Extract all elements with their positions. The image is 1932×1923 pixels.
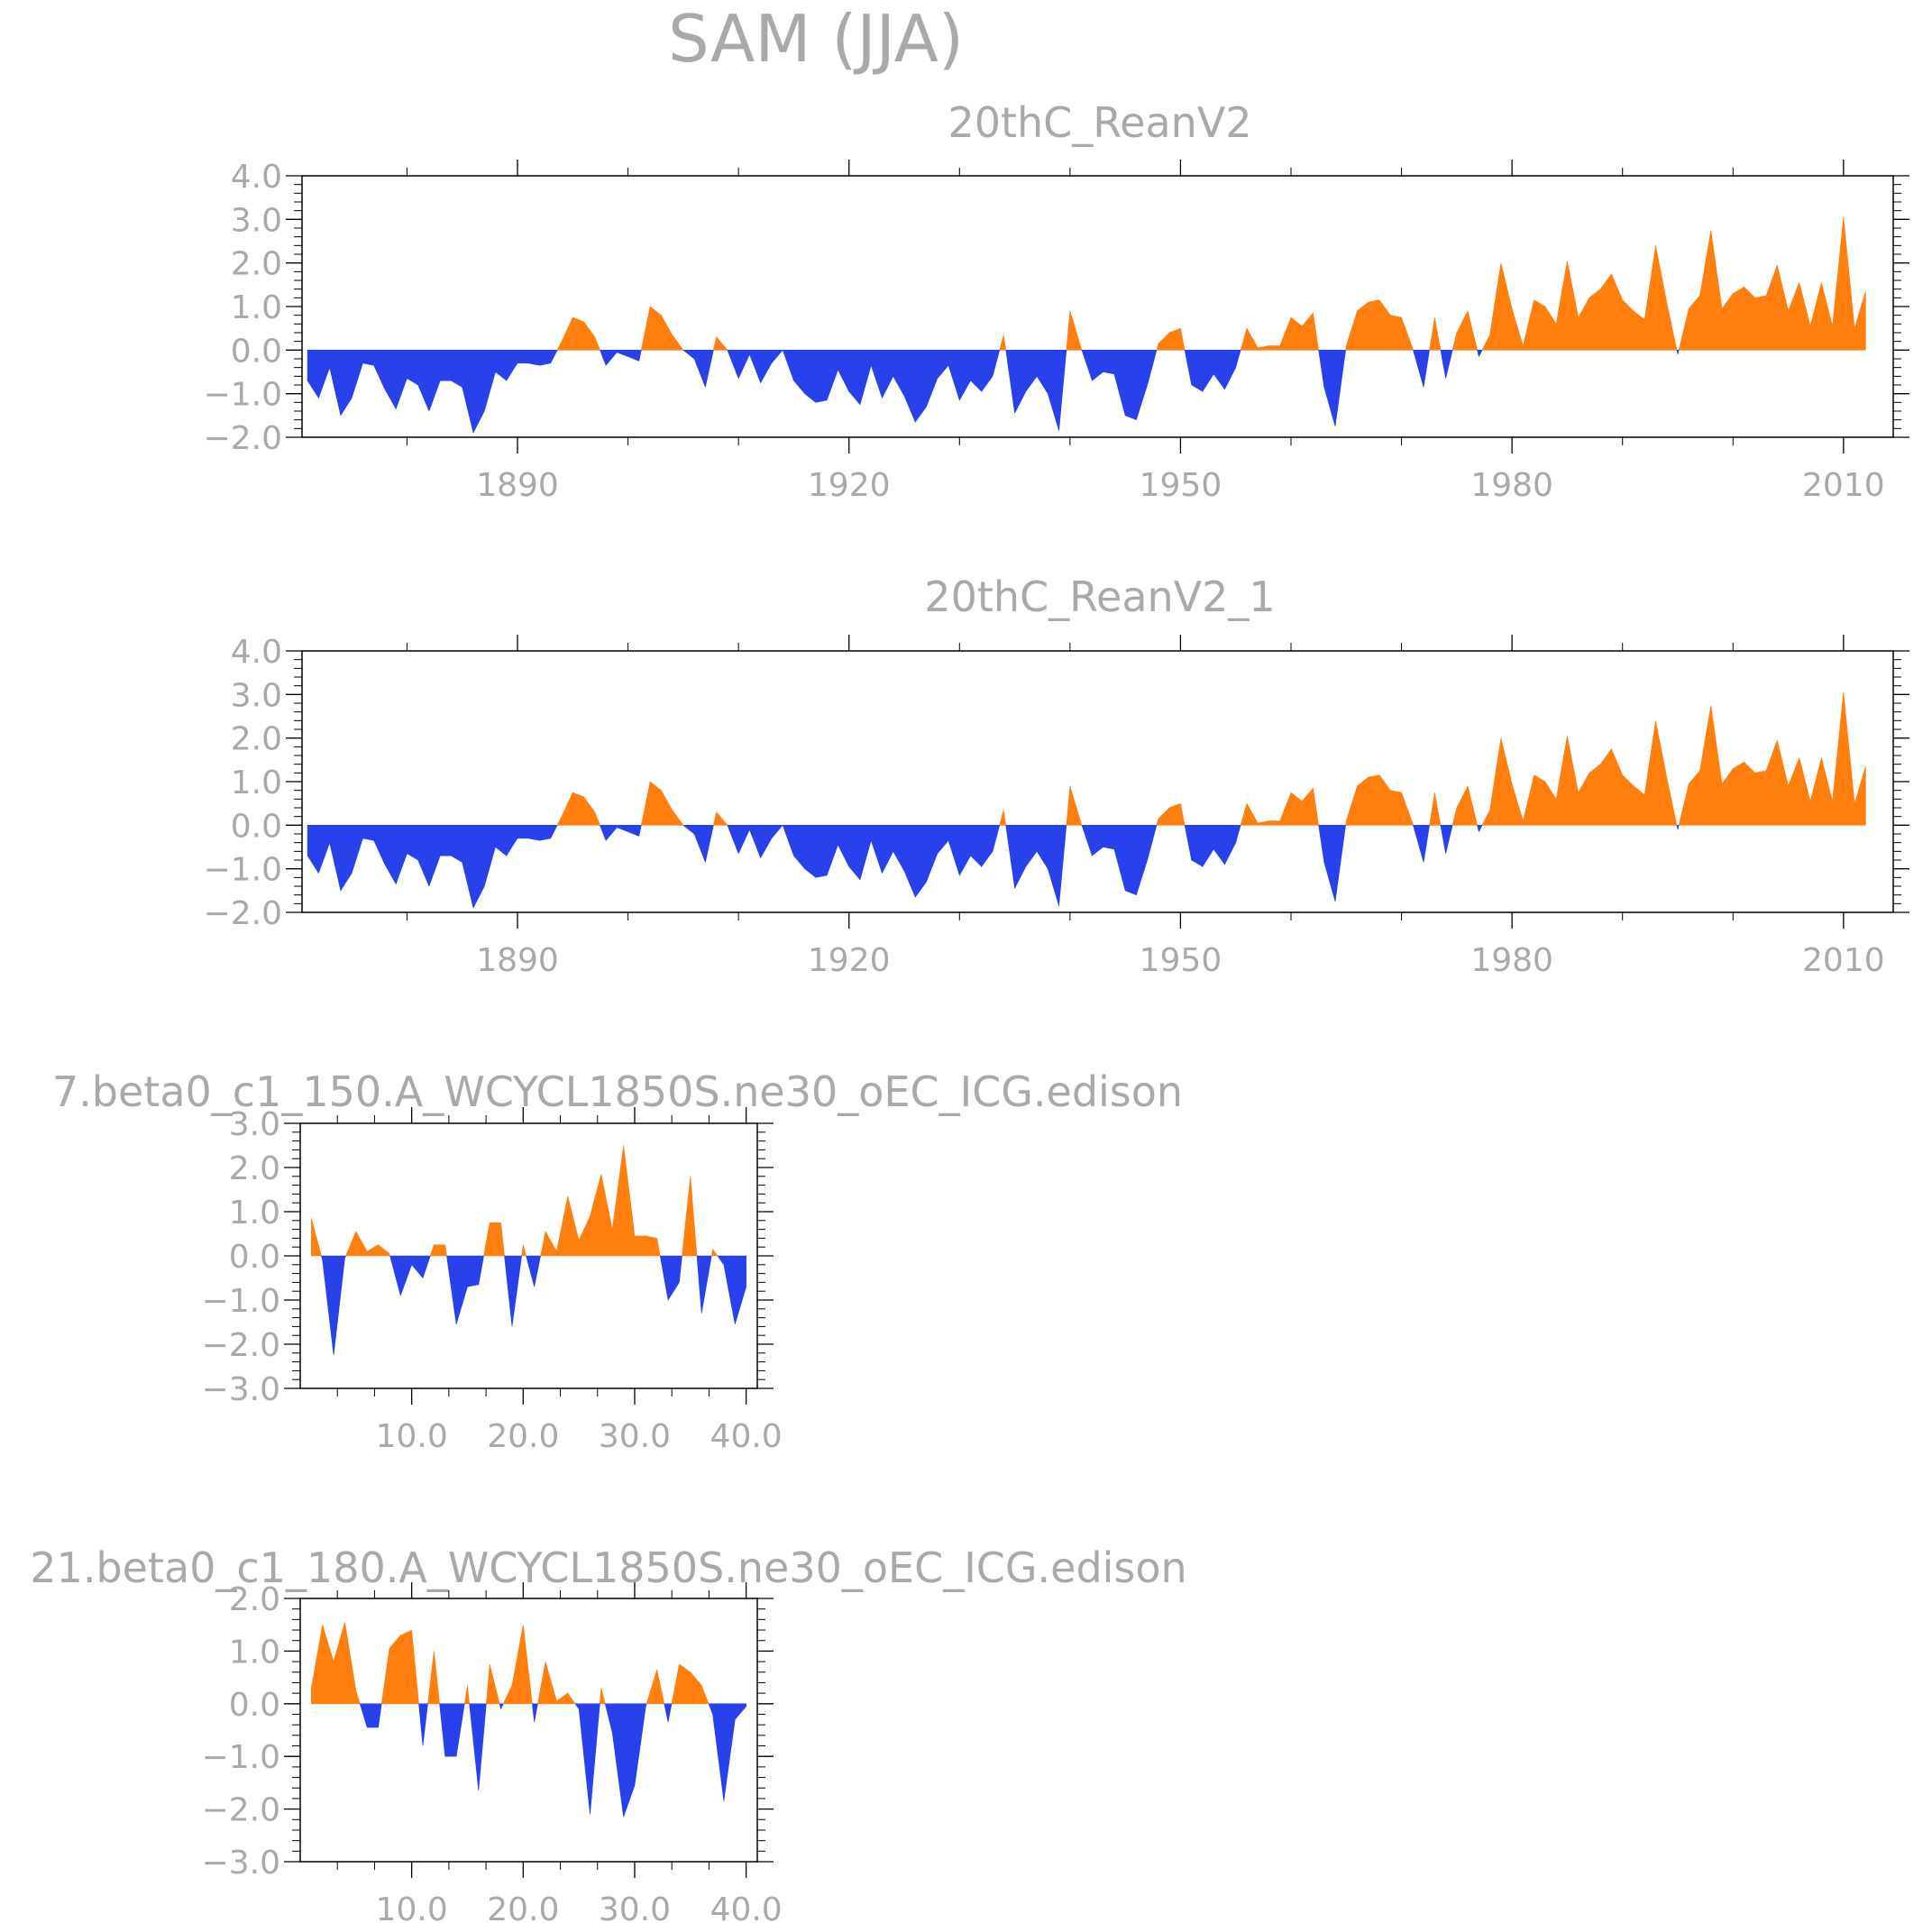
negative-area (307, 825, 1680, 909)
y-tick-label: −2.0 (202, 1327, 280, 1364)
x-tick-label: 1890 (476, 467, 559, 504)
positive-area (556, 691, 1866, 826)
x-tick-label: 1980 (1470, 942, 1553, 979)
y-tick-label: −1.0 (202, 1283, 280, 1320)
plot-frame (299, 1598, 758, 1863)
x-tick-label: 1920 (808, 942, 891, 979)
negative-area (321, 1255, 746, 1356)
y-tick-label: 4.0 (231, 634, 282, 671)
x-tick-label: 10.0 (376, 1418, 448, 1455)
y-tick-label: −1.0 (204, 852, 282, 889)
y-tick-label: 0.0 (231, 333, 282, 370)
x-tick-label: 1950 (1140, 467, 1222, 504)
y-tick-label: 2.0 (229, 1581, 280, 1618)
y-tick-label: −2.0 (204, 895, 282, 932)
y-tick-label: −1.0 (204, 377, 282, 414)
negative-area (359, 1703, 746, 1818)
panel-3: 7.beta0_c1_150.A_WCYCL1850S.ne30_oEC_ICG… (52, 1067, 1183, 1455)
panel-2-plot: −2.0 −1.0 0.0 1.0 2.0 3.0 4.0 1890 1920 1950 1980 2… (204, 634, 1909, 979)
x-tick-label: 30.0 (599, 1418, 671, 1455)
y-tick-label: 2.0 (231, 246, 282, 283)
y-tick-label: −2.0 (202, 1792, 280, 1829)
x-tick-label: 1980 (1470, 467, 1553, 504)
y-tick-label: 0.0 (229, 1239, 280, 1276)
x-tick-label: 40.0 (710, 1891, 783, 1923)
x-tick-label: 20.0 (487, 1418, 559, 1455)
y-tick-label: −3.0 (202, 1371, 280, 1408)
x-tick-label: 10.0 (376, 1891, 448, 1923)
y-tick-label: 0.0 (229, 1687, 280, 1724)
x-tick-label: 20.0 (487, 1891, 559, 1923)
positive-area (311, 1622, 710, 1705)
y-tick-label: 0.0 (231, 808, 282, 845)
y-tick-label: −1.0 (202, 1739, 280, 1776)
panel-1-plot: −2.0 −1.0 0.0 1.0 2.0 3.0 4.0 1890 1920 1950 1980 2… (204, 159, 1909, 504)
panel-4-plot: −3.0 −2.0 −1.0 0.0 1.0 2.0 10.0 20.0 30.0 40.0 (202, 1581, 783, 1923)
negative-area (307, 350, 1680, 434)
y-tick-label: 1.0 (229, 1195, 280, 1232)
x-tick-label: 1920 (808, 467, 891, 504)
y-tick-label: 1.0 (231, 765, 282, 801)
panel-2-title: 20thC_ReanV2_1 (924, 572, 1275, 621)
panel-2: 20thC_ReanV2_1 −2.0 −1.0 0.0 1.0 2.0 3.0 4.0 18… (204, 572, 1909, 979)
y-tick-label: 3.0 (231, 202, 282, 239)
x-tick-label: 30.0 (599, 1891, 671, 1923)
y-tick-label: 3.0 (229, 1106, 280, 1143)
panel-3-title: 7.beta0_c1_150.A_WCYCL1850S.ne30_oEC_ICG… (52, 1067, 1183, 1116)
positive-area (556, 216, 1866, 351)
x-tick-label: 1890 (476, 942, 559, 979)
panel-1-title: 20thC_ReanV2 (948, 98, 1251, 147)
x-tick-label: 2010 (1802, 942, 1885, 979)
y-tick-label: 4.0 (231, 159, 282, 196)
panel-1: 20thC_ReanV2 −2.0 −1.0 0.0 1.0 2.0 3.0 4.0 1890… (204, 98, 1909, 504)
panel-3-plot: −3.0 −2.0 −1.0 0.0 1.0 2.0 3.0 10.0 20.0 30.0 40.0 (202, 1106, 783, 1455)
y-tick-label: 2.0 (231, 721, 282, 758)
y-tick-label: 3.0 (231, 677, 282, 714)
x-tick-label: 1950 (1140, 942, 1222, 979)
y-tick-label: 1.0 (231, 289, 282, 326)
panel-4-title: 21.beta0_c1_180.A_WCYCL1850S.ne30_oEC_IC… (30, 1543, 1186, 1592)
positive-area (311, 1145, 719, 1257)
y-tick-label: −2.0 (204, 420, 282, 457)
y-tick-label: 2.0 (229, 1150, 280, 1187)
x-tick-label: 40.0 (710, 1418, 783, 1455)
x-tick-label: 2010 (1802, 467, 1885, 504)
figure-title: SAM (JJA) (668, 1, 964, 77)
y-tick-label: 1.0 (229, 1634, 280, 1671)
panel-4: 21.beta0_c1_180.A_WCYCL1850S.ne30_oEC_IC… (30, 1543, 1186, 1923)
y-tick-label: −3.0 (202, 1845, 280, 1882)
